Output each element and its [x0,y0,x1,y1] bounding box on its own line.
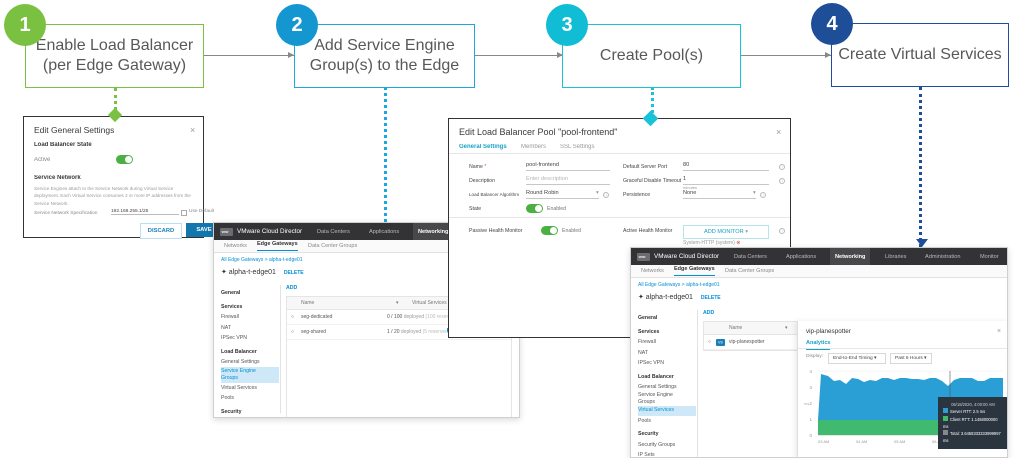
svg-text:05 AM: 05 AM [894,439,905,444]
svg-text:03 AM: 03 AM [818,439,829,444]
svg-text:0: 0 [809,433,812,438]
svg-text:1: 1 [809,417,812,422]
svg-text:ms: ms [804,401,809,406]
svg-text:2: 2 [809,401,812,406]
svg-text:3: 3 [809,385,812,390]
svg-text:4: 4 [809,369,812,374]
svg-text:04 AM: 04 AM [856,439,867,444]
